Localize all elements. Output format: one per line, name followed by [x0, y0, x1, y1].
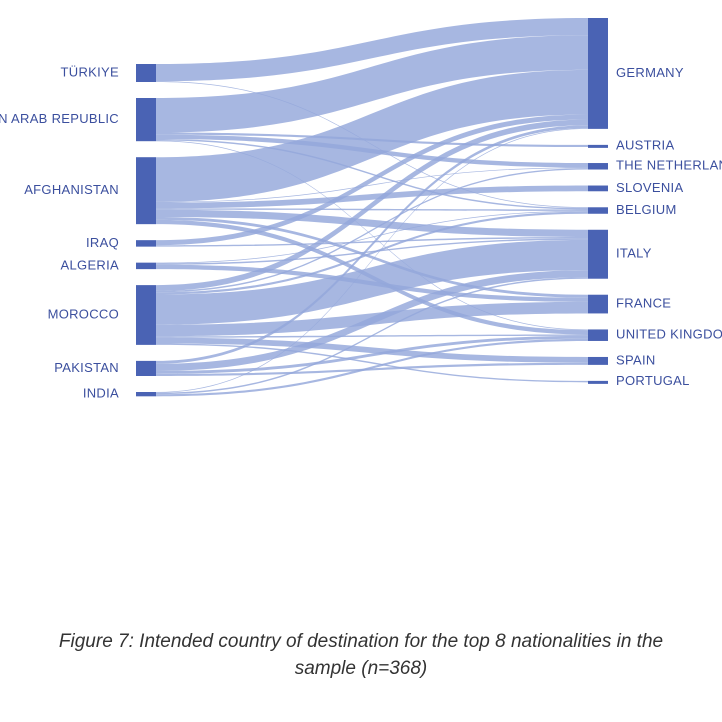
target-label-italy: ITALY: [616, 246, 652, 261]
source-node-india: [136, 392, 156, 397]
sankey-chart: TÜRKIYE AN ARAB REPUBLIC AFGHANISTAN IRAQ AL…: [0, 18, 722, 401]
target-node-the-netherlands: [588, 163, 608, 170]
target-label-austria: AUSTRIA: [616, 137, 674, 152]
link-turkiye-to-germany: [156, 18, 588, 82]
link-pakistan-to-spain: [156, 362, 588, 376]
target-node-slovenia: [588, 185, 608, 192]
link-morocco-to-italy: [156, 239, 588, 325]
link-morocco-to-germany: [156, 119, 588, 291]
labels-layer: TÜRKIYE AN ARAB REPUBLIC AFGHANISTAN IRAQ AL…: [0, 64, 722, 400]
source-label-india: INDIA: [83, 386, 119, 401]
source-label-turkiye: TÜRKIYE: [61, 64, 119, 79]
target-label-portugal: PORTUGAL: [616, 373, 690, 388]
target-node-italy: [588, 229, 608, 279]
source-node-afghanistan: [136, 157, 156, 225]
link-syrian-arab-republic-to-germany: [156, 35, 588, 133]
source-label-pakistan: PAKISTAN: [54, 360, 119, 375]
target-node-portugal: [588, 380, 608, 384]
link-afghanistan-to-belgium: [156, 208, 588, 211]
source-label-algeria: ALGERIA: [61, 257, 119, 272]
target-node-austria: [588, 144, 608, 148]
link-pakistan-to-germany: [156, 125, 588, 364]
caption-line-1: Figure 7: Intended country of destinatio…: [58, 631, 664, 652]
link-algeria-to-italy: [156, 238, 588, 265]
link-pakistan-to-italy: [156, 270, 588, 371]
link-algeria-to-belgium: [156, 210, 588, 264]
link-afghanistan-to-slovenia: [156, 185, 588, 209]
link-afghanistan-to-the-netherlands: [156, 167, 588, 203]
target-label-the-netherlands: THE NETHERLANI: [616, 158, 722, 173]
caption-line-2: sample (n=368): [294, 658, 428, 679]
target-label-germany: GERMANY: [616, 65, 684, 80]
source-node-turkiye: [136, 64, 156, 82]
source-node-syrian-arab-republic: [136, 98, 156, 142]
link-afghanistan-to-germany: [156, 69, 588, 202]
target-label-united-kingdom: UNITED KINGDOI: [616, 327, 722, 342]
target-label-slovenia: SLOVENIA: [616, 180, 683, 195]
figure-caption: Figure 7: Intended country of destinatio…: [0, 628, 722, 682]
link-afghanistan-to-france: [156, 216, 588, 298]
link-syrian-arab-republic-to-belgium: [156, 139, 588, 210]
source-node-morocco: [136, 285, 156, 345]
target-node-united-kingdom: [588, 329, 608, 341]
target-label-france: FRANCE: [616, 296, 671, 311]
target-label-belgium: BELGIUM: [616, 202, 677, 217]
links-layer: [156, 18, 588, 397]
source-label-iraq: IRAQ: [86, 235, 119, 250]
link-india-to-italy: [156, 277, 588, 395]
link-afghanistan-to-italy: [156, 209, 588, 237]
source-label-syrian-arab-republic: AN ARAB REPUBLIC: [0, 111, 119, 126]
source-node-algeria: [136, 262, 156, 270]
link-morocco-to-portugal: [156, 343, 588, 383]
target-node-spain: [588, 356, 608, 365]
link-iraq-to-italy: [156, 236, 588, 247]
target-node-belgium: [588, 207, 608, 214]
source-label-morocco: MOROCCO: [48, 306, 119, 321]
link-india-to-germany: [156, 128, 588, 393]
link-morocco-to-the-netherlands: [156, 168, 588, 293]
nodes-layer: [136, 18, 608, 397]
link-syrian-arab-republic-to-united-kingdom: [156, 140, 588, 331]
source-label-afghanistan: AFGHANISTAN: [24, 182, 119, 197]
link-pakistan-to-united-kingdom: [156, 335, 588, 374]
link-india-to-united-kingdom: [156, 338, 588, 397]
target-node-france: [588, 294, 608, 314]
target-label-spain: SPAIN: [616, 352, 656, 367]
source-node-iraq: [136, 240, 156, 247]
target-node-germany: [588, 18, 608, 129]
link-morocco-to-belgium: [156, 211, 588, 295]
source-node-pakistan: [136, 360, 156, 376]
link-iraq-to-germany: [156, 114, 588, 246]
link-morocco-to-spain: [156, 337, 588, 363]
